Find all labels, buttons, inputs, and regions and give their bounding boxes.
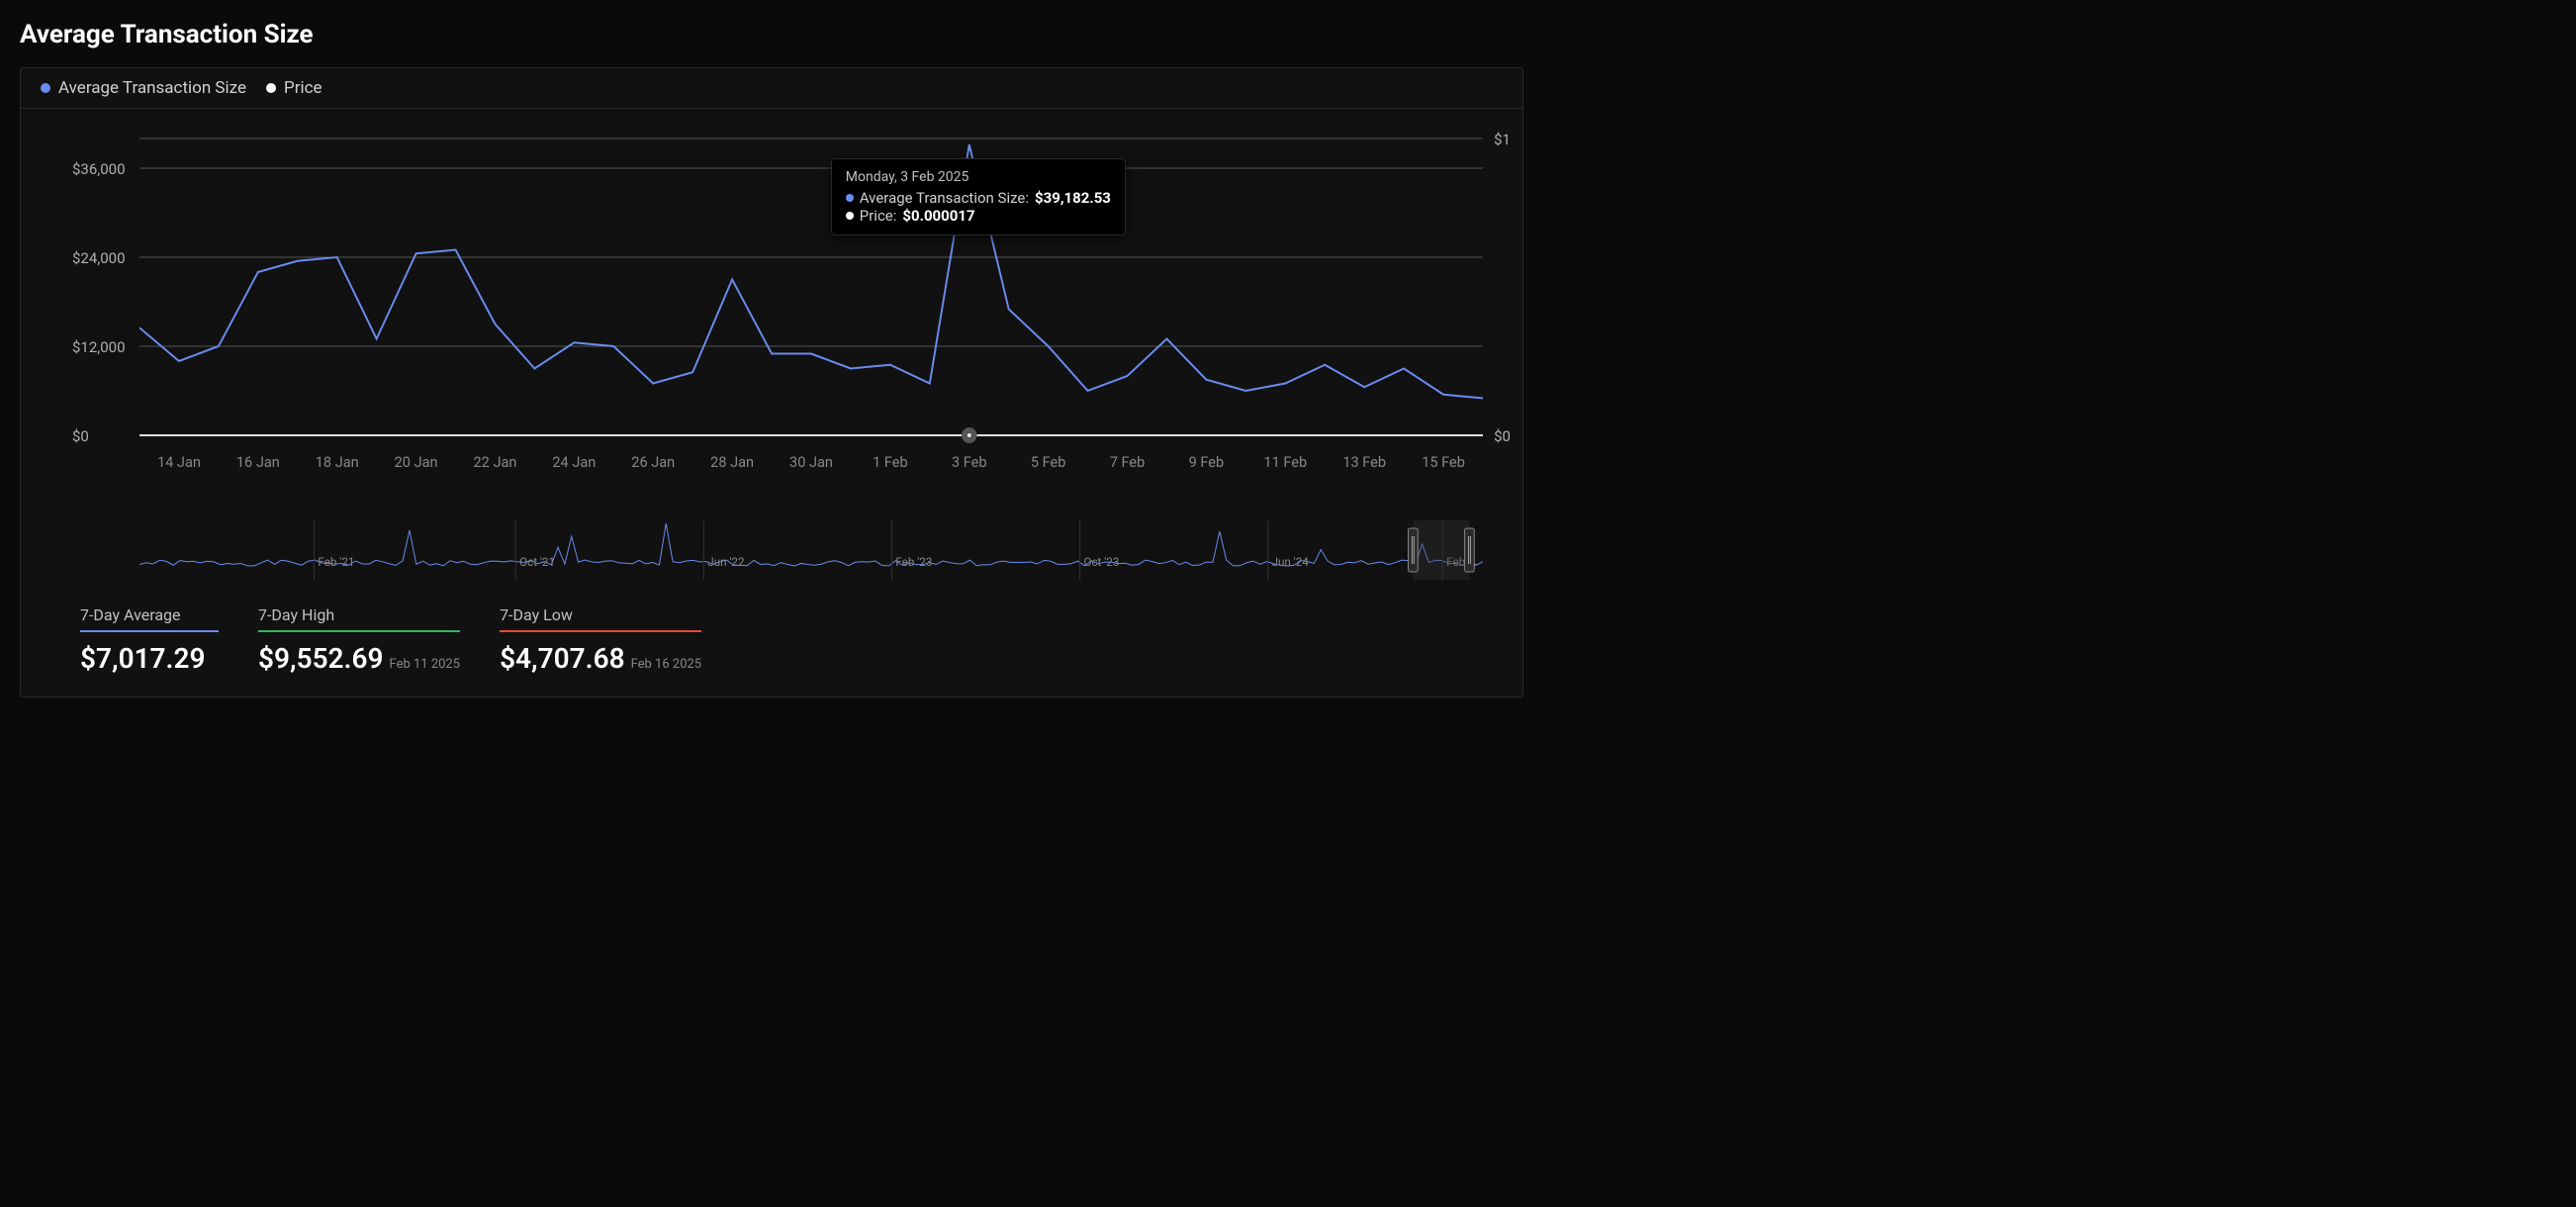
- legend-item-avg[interactable]: Average Transaction Size: [41, 78, 246, 98]
- stat-7day-low: 7-Day Low $4,707.68 Feb 16 2025: [500, 605, 701, 675]
- y-axis-label-left: $24,000: [72, 249, 126, 267]
- range-navigator[interactable]: Feb '21 Oct '21 Jun '22 Feb '23 Oct '23 Jun '…: [21, 520, 1522, 580]
- svg-text:Jun '22: Jun '22: [707, 555, 745, 569]
- tooltip-dot-icon: [846, 194, 854, 202]
- tooltip-row: Price: $0.000017: [846, 207, 1111, 225]
- stat-label: 7-Day High: [258, 605, 460, 632]
- svg-text:22 Jan: 22 Jan: [474, 453, 517, 471]
- stats-row: 7-Day Average $7,017.29 7-Day High $9,55…: [21, 580, 1522, 696]
- legend-label: Price: [284, 78, 322, 98]
- svg-text:13 Feb: 13 Feb: [1342, 453, 1386, 471]
- stat-date: Feb 16 2025: [631, 657, 702, 672]
- svg-text:Oct '21: Oct '21: [519, 555, 555, 569]
- svg-text:20 Jan: 20 Jan: [395, 453, 438, 471]
- svg-text:Oct '23: Oct '23: [1083, 555, 1119, 569]
- svg-text:Feb '21: Feb '21: [318, 555, 354, 569]
- legend-dot-icon: [266, 83, 276, 93]
- stat-label: 7-Day Average: [80, 605, 219, 632]
- tooltip-value: $0.000017: [902, 207, 974, 225]
- svg-text:7 Feb: 7 Feb: [1110, 453, 1146, 471]
- svg-text:9 Feb: 9 Feb: [1189, 453, 1225, 471]
- legend-dot-icon: [41, 83, 50, 93]
- svg-text:3 Feb: 3 Feb: [952, 453, 987, 471]
- svg-text:5 Feb: 5 Feb: [1031, 453, 1066, 471]
- chart-legend: Average Transaction Size Price: [21, 68, 1522, 109]
- legend-label: Average Transaction Size: [58, 78, 246, 98]
- chart-panel: Average Transaction Size Price 14 Jan 16 …: [20, 67, 1523, 697]
- svg-text:1 Feb: 1 Feb: [873, 453, 908, 471]
- stat-7day-average: 7-Day Average $7,017.29: [80, 605, 219, 675]
- main-chart[interactable]: 14 Jan 16 Jan 18 Jan 20 Jan 22 Jan 24 Jan 26 J…: [21, 109, 1522, 514]
- svg-text:14 Jan: 14 Jan: [157, 453, 201, 471]
- stat-value: $9,552.69: [258, 642, 384, 675]
- stat-7day-high: 7-Day High $9,552.69 Feb 11 2025: [258, 605, 460, 675]
- tooltip-dot-icon: [846, 212, 854, 220]
- tooltip-row: Average Transaction Size: $39,182.53: [846, 189, 1111, 207]
- y-axis-label-left: $0: [72, 427, 89, 445]
- svg-text:Jun '24: Jun '24: [1272, 555, 1310, 569]
- svg-text:18 Jan: 18 Jan: [316, 453, 359, 471]
- svg-text:30 Jan: 30 Jan: [789, 453, 833, 471]
- stat-date: Feb 11 2025: [390, 657, 461, 672]
- svg-text:28 Jan: 28 Jan: [710, 453, 754, 471]
- svg-text:15 Feb: 15 Feb: [1422, 453, 1465, 471]
- chart-tooltip: Monday, 3 Feb 2025 Average Transaction S…: [831, 158, 1126, 235]
- y-axis-label-right: $0: [1494, 427, 1511, 445]
- y-axis-label-left: $12,000: [72, 338, 126, 356]
- y-axis-label-right: $1: [1494, 131, 1511, 148]
- stat-value: $7,017.29: [80, 642, 206, 675]
- tooltip-value: $39,182.53: [1035, 189, 1111, 207]
- stat-value: $4,707.68: [500, 642, 625, 675]
- tooltip-label: Price:: [860, 207, 897, 225]
- svg-text:26 Jan: 26 Jan: [631, 453, 675, 471]
- page-title: Average Transaction Size: [20, 20, 1523, 49]
- svg-text:11 Feb: 11 Feb: [1263, 453, 1307, 471]
- svg-text:Feb '23: Feb '23: [895, 555, 932, 569]
- svg-text:16 Jan: 16 Jan: [236, 453, 280, 471]
- legend-item-price[interactable]: Price: [266, 78, 322, 98]
- y-axis-label-left: $36,000: [72, 160, 126, 178]
- tooltip-label: Average Transaction Size:: [860, 189, 1029, 207]
- stat-label: 7-Day Low: [500, 605, 701, 632]
- svg-text:24 Jan: 24 Jan: [552, 453, 596, 471]
- tooltip-date: Monday, 3 Feb 2025: [846, 169, 1111, 185]
